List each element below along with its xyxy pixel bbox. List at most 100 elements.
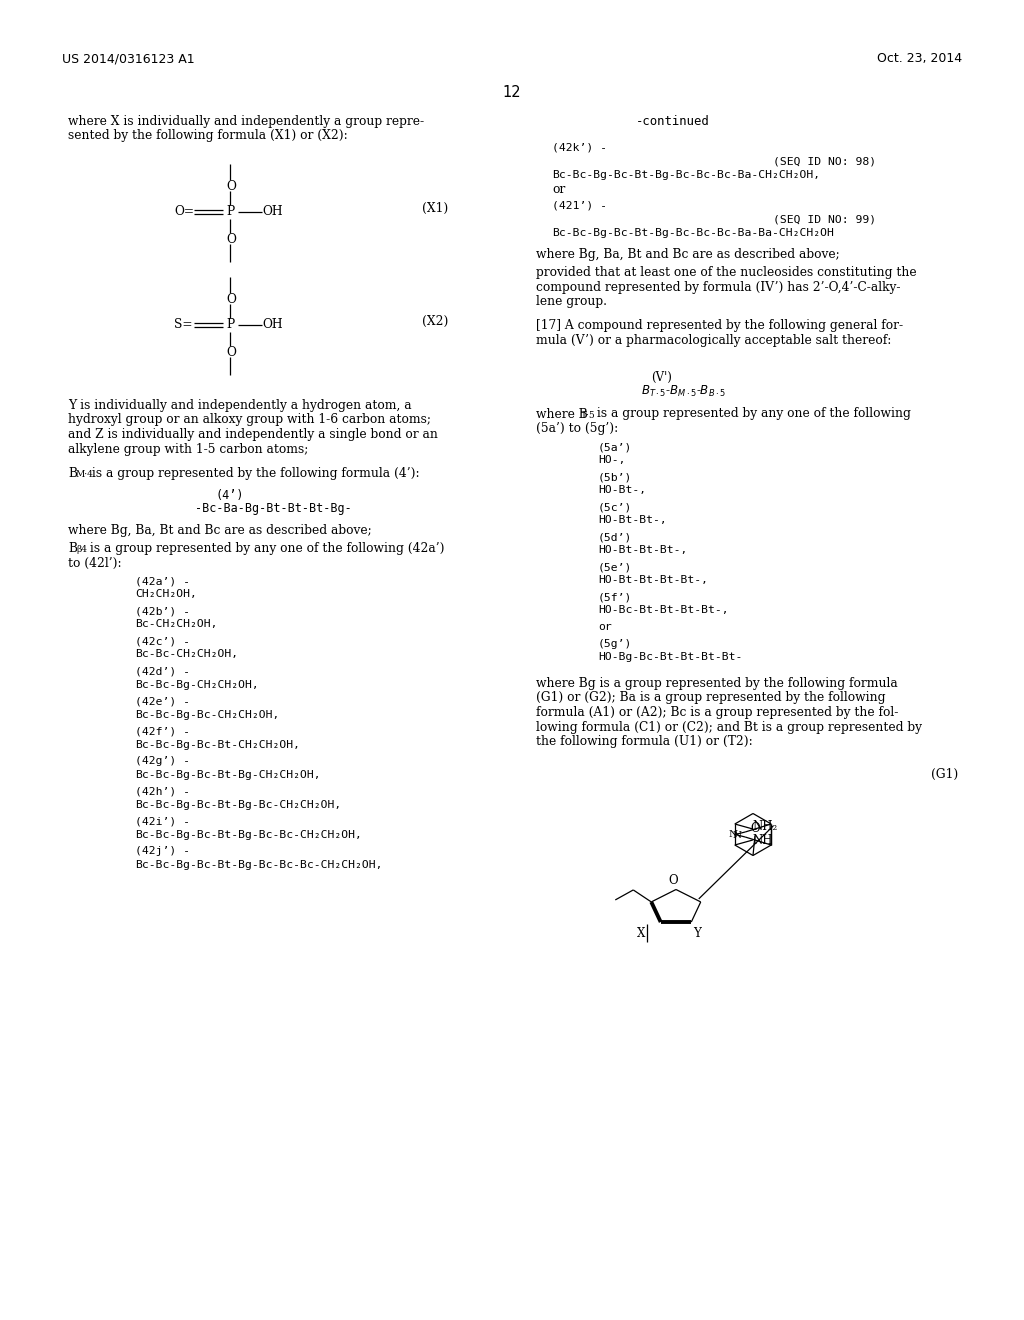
Text: (5c’): (5c’) <box>598 502 633 512</box>
Text: is a group represented by the following formula (4’):: is a group represented by the following … <box>88 467 420 480</box>
Text: (X2): (X2) <box>422 315 449 327</box>
Text: sented by the following formula (X1) or (X2):: sented by the following formula (X1) or … <box>68 129 348 143</box>
Text: O: O <box>669 874 678 887</box>
Text: -continued: -continued <box>636 115 710 128</box>
Text: (42f’) -: (42f’) - <box>135 726 190 737</box>
Text: (42g’) -: (42g’) - <box>135 756 190 767</box>
Text: P: P <box>226 318 234 331</box>
Text: S=: S= <box>174 318 193 331</box>
Text: lene group.: lene group. <box>536 294 607 308</box>
Text: O: O <box>226 234 236 246</box>
Text: (42c’) -: (42c’) - <box>135 636 190 647</box>
Text: (5e’): (5e’) <box>598 562 633 572</box>
Text: is a group represented by any one of the following (42a’): is a group represented by any one of the… <box>86 543 444 554</box>
Text: Bc-Bc-Bg-Bc-Bt-Bg-CH₂CH₂OH,: Bc-Bc-Bg-Bc-Bt-Bg-CH₂CH₂OH, <box>135 770 321 780</box>
Text: and Z is individually and independently a single bond or an: and Z is individually and independently … <box>68 428 438 441</box>
Text: (5a’) to (5g’):: (5a’) to (5g’): <box>536 422 618 436</box>
Text: provided that at least one of the nucleosides constituting the: provided that at least one of the nucleo… <box>536 267 916 279</box>
Text: HO-Bt-Bt-,: HO-Bt-Bt-, <box>598 515 667 525</box>
Text: O=: O= <box>174 205 194 218</box>
Text: (5a’): (5a’) <box>598 442 633 451</box>
Text: HO-Bt-Bt-Bt-,: HO-Bt-Bt-Bt-, <box>598 545 687 554</box>
Text: (42j’) -: (42j’) - <box>135 846 190 857</box>
Text: where Bg, Ba, Bt and Bc are as described above;: where Bg, Ba, Bt and Bc are as described… <box>68 524 372 537</box>
Text: NH₂: NH₂ <box>753 820 778 833</box>
Text: Bc-Bc-CH₂CH₂OH,: Bc-Bc-CH₂CH₂OH, <box>135 649 239 660</box>
Text: T·5: T·5 <box>581 411 596 420</box>
Text: formula (A1) or (A2); Bc is a group represented by the fol-: formula (A1) or (A2); Bc is a group repr… <box>536 706 898 719</box>
Text: Bc-Bc-Bg-Bc-Bt-Bg-Bc-Bc-Bc-Ba-CH₂CH₂OH,: Bc-Bc-Bg-Bc-Bt-Bg-Bc-Bc-Bc-Ba-CH₂CH₂OH, <box>552 170 820 180</box>
Text: HO-Bt-,: HO-Bt-, <box>598 484 646 495</box>
Text: hydroxyl group or an alkoxy group with 1-6 carbon atoms;: hydroxyl group or an alkoxy group with 1… <box>68 413 431 426</box>
Text: (42d’) -: (42d’) - <box>135 667 190 676</box>
Text: Bc-Bc-Bg-Bc-CH₂CH₂OH,: Bc-Bc-Bg-Bc-CH₂CH₂OH, <box>135 710 280 719</box>
Text: the following formula (U1) or (T2):: the following formula (U1) or (T2): <box>536 735 753 748</box>
Text: O: O <box>226 346 236 359</box>
Text: (42b’) -: (42b’) - <box>135 606 190 616</box>
Text: (421’) -: (421’) - <box>552 201 607 211</box>
Text: (G1) or (G2); Ba is a group represented by the following: (G1) or (G2); Ba is a group represented … <box>536 692 886 705</box>
Text: OH: OH <box>262 205 283 218</box>
Text: Y: Y <box>693 927 701 940</box>
Text: (4’): (4’) <box>215 488 244 502</box>
Text: (42e’) -: (42e’) - <box>135 697 190 706</box>
Text: where X is individually and independently a group repre-: where X is individually and independentl… <box>68 115 424 128</box>
Text: Oct. 23, 2014: Oct. 23, 2014 <box>877 51 962 65</box>
Text: (42h’) -: (42h’) - <box>135 787 190 796</box>
Text: Bc-Bc-Bg-Bc-Bt-Bg-Bc-Bc-Bc-CH₂CH₂OH,: Bc-Bc-Bg-Bc-Bt-Bg-Bc-Bc-Bc-CH₂CH₂OH, <box>135 859 383 870</box>
Text: M·4: M·4 <box>76 470 94 479</box>
Text: B: B <box>68 467 77 480</box>
Text: (5g’): (5g’) <box>598 639 633 649</box>
Text: or: or <box>552 183 565 195</box>
Text: (SEQ ID NO: 99): (SEQ ID NO: 99) <box>773 215 876 224</box>
Text: CH₂CH₂OH,: CH₂CH₂OH, <box>135 590 197 599</box>
Text: where Bg is a group represented by the following formula: where Bg is a group represented by the f… <box>536 677 898 690</box>
Text: HO-Bc-Bt-Bt-Bt-Bt-,: HO-Bc-Bt-Bt-Bt-Bt-, <box>598 605 729 615</box>
Text: (5f’): (5f’) <box>598 591 633 602</box>
Text: O: O <box>750 822 760 836</box>
Text: Bc-Bc-Bg-Bc-Bt-Bg-Bc-Bc-Bc-Ba-Ba-CH₂CH₂OH: Bc-Bc-Bg-Bc-Bt-Bg-Bc-Bc-Bc-Ba-Ba-CH₂CH₂O… <box>552 228 834 238</box>
Text: (SEQ ID NO: 98): (SEQ ID NO: 98) <box>773 157 876 168</box>
Text: US 2014/0316123 A1: US 2014/0316123 A1 <box>62 51 195 65</box>
Text: N: N <box>729 830 737 840</box>
Text: NH: NH <box>753 833 773 846</box>
Text: P: P <box>226 205 234 218</box>
Text: (42i’) -: (42i’) - <box>135 817 190 826</box>
Text: compound represented by formula (IV’) has 2’-O,4’-C-alky-: compound represented by formula (IV’) ha… <box>536 281 900 293</box>
Text: (X1): (X1) <box>422 202 449 215</box>
Text: or: or <box>598 622 611 632</box>
Text: (42a’) -: (42a’) - <box>135 577 190 586</box>
Text: Bc-Bc-Bg-Bc-Bt-CH₂CH₂OH,: Bc-Bc-Bg-Bc-Bt-CH₂CH₂OH, <box>135 739 300 750</box>
Text: (5d’): (5d’) <box>598 532 633 543</box>
Text: (G1): (G1) <box>931 767 958 780</box>
Text: -Bc-Ba-Bg-Bt-Bt-Bt-Bg-: -Bc-Ba-Bg-Bt-Bt-Bt-Bg- <box>195 502 352 515</box>
Text: where Bg, Ba, Bt and Bc are as described above;: where Bg, Ba, Bt and Bc are as described… <box>536 248 840 261</box>
Text: is a group represented by any one of the following: is a group represented by any one of the… <box>593 408 911 421</box>
Text: Bc-Bc-Bg-Bc-Bt-Bg-Bc-CH₂CH₂OH,: Bc-Bc-Bg-Bc-Bt-Bg-Bc-CH₂CH₂OH, <box>135 800 341 809</box>
Text: HO-,: HO-, <box>598 455 626 465</box>
Text: Bc-Bc-Bg-CH₂CH₂OH,: Bc-Bc-Bg-CH₂CH₂OH, <box>135 680 259 689</box>
Text: HO-Bt-Bt-Bt-Bt-,: HO-Bt-Bt-Bt-Bt-, <box>598 576 708 585</box>
Text: β4: β4 <box>76 545 87 554</box>
Text: $B_{T\cdot5}$-$B_{M\cdot5}$-$B_{B\cdot5}$: $B_{T\cdot5}$-$B_{M\cdot5}$-$B_{B\cdot5}… <box>641 384 726 399</box>
Text: Bc-Bc-Bg-Bc-Bt-Bg-Bc-Bc-CH₂CH₂OH,: Bc-Bc-Bg-Bc-Bt-Bg-Bc-Bc-CH₂CH₂OH, <box>135 829 361 840</box>
Text: N: N <box>732 830 741 840</box>
Text: mula (V’) or a pharmacologically acceptable salt thereof:: mula (V’) or a pharmacologically accepta… <box>536 334 891 347</box>
Text: Y is individually and independently a hydrogen atom, a: Y is individually and independently a hy… <box>68 399 412 412</box>
Text: HO-Bg-Bc-Bt-Bt-Bt-Bt-: HO-Bg-Bc-Bt-Bt-Bt-Bt- <box>598 652 742 663</box>
Text: (V'): (V') <box>651 371 672 384</box>
Text: Bc-CH₂CH₂OH,: Bc-CH₂CH₂OH, <box>135 619 217 630</box>
Text: where B: where B <box>536 408 588 421</box>
Text: (5b’): (5b’) <box>598 473 633 482</box>
Text: X: X <box>637 927 645 940</box>
Text: alkylene group with 1-5 carbon atoms;: alkylene group with 1-5 carbon atoms; <box>68 442 308 455</box>
Text: B: B <box>68 543 77 554</box>
Text: 12: 12 <box>503 84 521 100</box>
Text: to (42l’):: to (42l’): <box>68 557 122 569</box>
Text: O: O <box>226 293 236 306</box>
Text: [17] A compound represented by the following general for-: [17] A compound represented by the follo… <box>536 319 903 333</box>
Text: OH: OH <box>262 318 283 331</box>
Text: lowing formula (C1) or (C2); and Bt is a group represented by: lowing formula (C1) or (C2); and Bt is a… <box>536 721 922 734</box>
Text: O: O <box>226 180 236 193</box>
Text: (42k’) -: (42k’) - <box>552 143 607 153</box>
